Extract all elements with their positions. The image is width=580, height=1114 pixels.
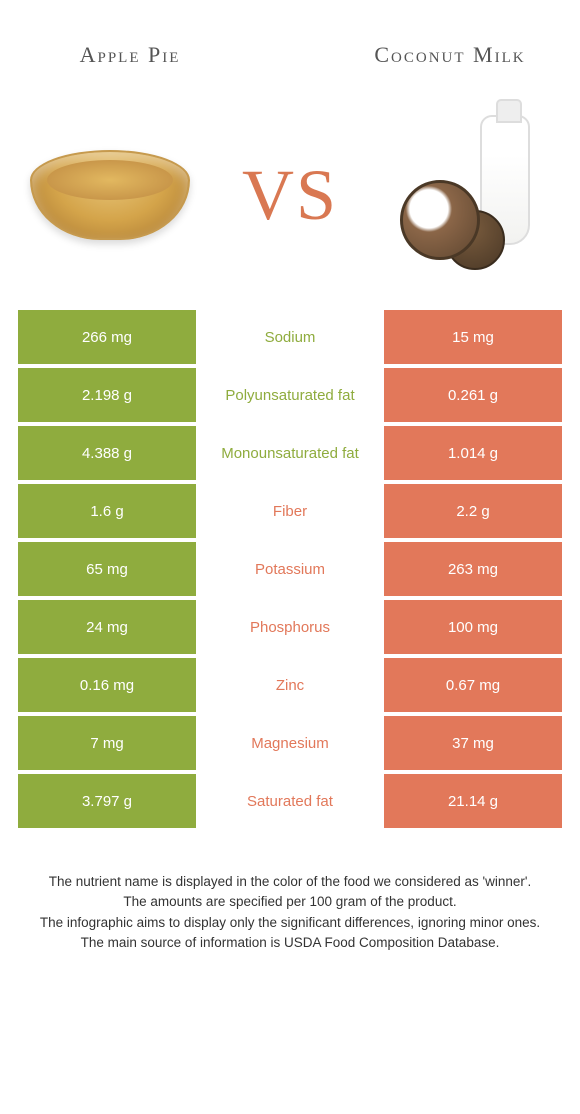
table-row: 7 mgMagnesium37 mg bbox=[18, 716, 562, 770]
nutrient-label: Monounsaturated fat bbox=[196, 426, 384, 480]
table-row: 2.198 gPolyunsaturated fat0.261 g bbox=[18, 368, 562, 422]
value-right: 37 mg bbox=[384, 716, 562, 770]
value-left: 4.388 g bbox=[18, 426, 196, 480]
value-right: 0.261 g bbox=[384, 368, 562, 422]
images-row: VS bbox=[0, 100, 580, 310]
footer-line: The amounts are specified per 100 gram o… bbox=[30, 892, 550, 912]
value-left: 7 mg bbox=[18, 716, 196, 770]
nutrient-label: Magnesium bbox=[196, 716, 384, 770]
table-row: 24 mgPhosphorus100 mg bbox=[18, 600, 562, 654]
table-row: 1.6 gFiber2.2 g bbox=[18, 484, 562, 538]
value-right: 100 mg bbox=[384, 600, 562, 654]
value-left: 65 mg bbox=[18, 542, 196, 596]
footer-notes: The nutrient name is displayed in the co… bbox=[0, 832, 580, 973]
vs-label: VS bbox=[242, 154, 338, 237]
table-row: 0.16 mgZinc0.67 mg bbox=[18, 658, 562, 712]
table-row: 3.797 gSaturated fat21.14 g bbox=[18, 774, 562, 828]
table-row: 65 mgPotassium263 mg bbox=[18, 542, 562, 596]
footer-line: The infographic aims to display only the… bbox=[30, 913, 550, 933]
value-left: 1.6 g bbox=[18, 484, 196, 538]
table-row: 4.388 gMonounsaturated fat1.014 g bbox=[18, 426, 562, 480]
nutrient-label: Sodium bbox=[196, 310, 384, 364]
value-right: 1.014 g bbox=[384, 426, 562, 480]
nutrient-label: Fiber bbox=[196, 484, 384, 538]
header: Apple Pie Coconut Milk bbox=[0, 0, 580, 100]
nutrient-label: Phosphorus bbox=[196, 600, 384, 654]
nutrient-label: Polyunsaturated fat bbox=[196, 368, 384, 422]
nutrient-label: Saturated fat bbox=[196, 774, 384, 828]
title-right: Coconut Milk bbox=[350, 42, 550, 68]
value-right: 0.67 mg bbox=[384, 658, 562, 712]
nutrition-table: 266 mgSodium15 mg2.198 gPolyunsaturated … bbox=[0, 310, 580, 828]
value-left: 0.16 mg bbox=[18, 658, 196, 712]
value-left: 3.797 g bbox=[18, 774, 196, 828]
title-left: Apple Pie bbox=[30, 42, 230, 68]
footer-line: The main source of information is USDA F… bbox=[30, 933, 550, 953]
coconut-milk-image bbox=[380, 115, 560, 275]
nutrient-label: Zinc bbox=[196, 658, 384, 712]
value-left: 24 mg bbox=[18, 600, 196, 654]
table-row: 266 mgSodium15 mg bbox=[18, 310, 562, 364]
value-right: 15 mg bbox=[384, 310, 562, 364]
value-left: 266 mg bbox=[18, 310, 196, 364]
apple-pie-image bbox=[20, 115, 200, 275]
value-left: 2.198 g bbox=[18, 368, 196, 422]
value-right: 2.2 g bbox=[384, 484, 562, 538]
value-right: 263 mg bbox=[384, 542, 562, 596]
footer-line: The nutrient name is displayed in the co… bbox=[30, 872, 550, 892]
nutrient-label: Potassium bbox=[196, 542, 384, 596]
value-right: 21.14 g bbox=[384, 774, 562, 828]
